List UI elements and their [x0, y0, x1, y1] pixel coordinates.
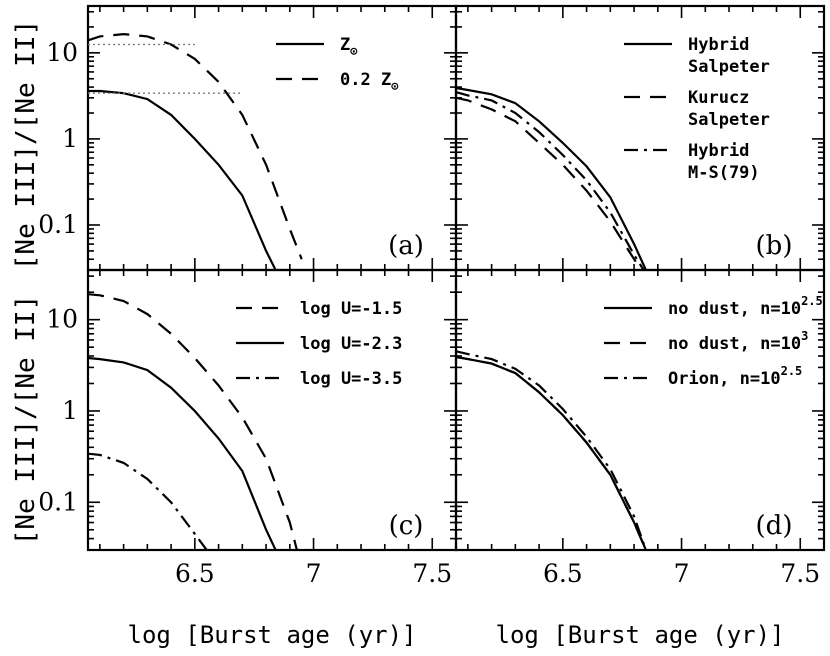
- legend-subscript: ⊙: [391, 79, 399, 93]
- series-line-solid: [88, 89, 277, 270]
- y-axis-label-bottom: [Ne III]/[Ne II]: [11, 295, 41, 545]
- legend-label: Z⊙: [340, 35, 358, 58]
- x-tick-label: 6.5: [543, 559, 583, 588]
- legend-label: log U=-1.5: [300, 299, 402, 319]
- series-line-solid: [456, 355, 647, 550]
- legend-label: Hybrid: [688, 35, 749, 55]
- panel-b: (b)HybridSalpeterKuruczSalpeterHybridM-S…: [454, 4, 826, 272]
- series-line-solid: [88, 356, 277, 550]
- series-line-dashed: [88, 293, 298, 550]
- legend-label-line2: Salpeter: [688, 57, 770, 77]
- x-tick-label: 7: [306, 559, 322, 588]
- legend-label: 0.2 Z⊙: [340, 70, 399, 93]
- legend-subscript: ⊙: [350, 44, 358, 58]
- legend-superscript: 2.5: [801, 294, 823, 308]
- series-line-dashdot: [456, 350, 647, 550]
- series-line-dashed: [88, 32, 303, 260]
- x-tick-label: 7.5: [780, 559, 820, 588]
- panel-c: 6.5 7 7.5 0.1 1 10 (c) log U=-1.5 log U=-2.3 log …: [38, 268, 458, 588]
- legend-label: log U=-2.3: [300, 334, 402, 354]
- y-tick-label: 1: [62, 124, 78, 153]
- panel-frame: [454, 268, 826, 552]
- panel-a: 0.1 1 10 (a) Z⊙ 0.2 Z⊙: [38, 4, 458, 272]
- panel-label: (d): [756, 511, 793, 541]
- legend-label-line2: M-S(79): [688, 163, 760, 183]
- legend-label: Orion, n=102.5: [668, 364, 802, 389]
- x-tick-label: 6.5: [175, 559, 215, 588]
- panel-label: (a): [388, 231, 424, 261]
- panel-d: 6.5 7 7.5 (d) no dust, n=102.5 no dust, n=103…: [454, 268, 826, 588]
- y-tick-label: 10: [46, 305, 78, 334]
- legend-label: no dust, n=103: [668, 329, 808, 354]
- legend-label: Hybrid: [688, 141, 749, 161]
- series-line-dashed: [456, 355, 647, 550]
- y-tick-label: 1: [62, 396, 78, 425]
- y-tick-label: 0.1: [38, 487, 78, 516]
- x-axis-label-left: log [Burst age (yr)]: [128, 621, 417, 649]
- legend-label: log U=-3.5: [300, 369, 402, 389]
- legend-label: Kurucz: [688, 88, 749, 108]
- legend-label-line2: Salpeter: [688, 110, 770, 130]
- x-axis-label-right: log [Burst age (yr)]: [496, 621, 785, 649]
- series-line-dashed: [456, 96, 643, 270]
- y-axis-label-top: [Ne III]/[Ne II]: [11, 20, 41, 270]
- panel-label: (c): [389, 511, 424, 541]
- panel-label: (b): [756, 231, 793, 261]
- y-tick-label: 10: [46, 38, 78, 67]
- series-line-solid: [456, 86, 647, 270]
- legend-label: no dust, n=102.5: [668, 294, 823, 319]
- legend-superscript: 2.5: [781, 364, 803, 378]
- x-tick-label: 7.5: [412, 559, 452, 588]
- x-tick-label: 7: [674, 559, 690, 588]
- y-tick-label: 0.1: [38, 210, 78, 239]
- legend-superscript: 3: [801, 329, 808, 343]
- series-line-dashdot: [88, 452, 208, 550]
- series-line-dashdot: [456, 91, 645, 270]
